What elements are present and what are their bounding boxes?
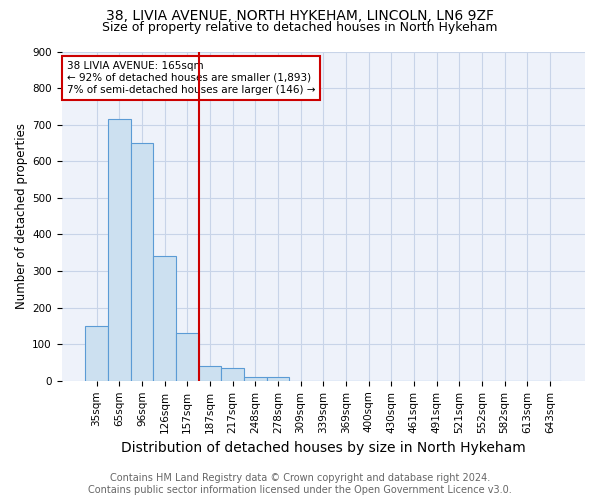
Bar (244, 377, 266, 381)
Bar (266, 377, 289, 381)
Bar (199, 366, 221, 381)
Text: Contains HM Land Registry data © Crown copyright and database right 2024.
Contai: Contains HM Land Registry data © Crown c… (88, 474, 512, 495)
Bar (108, 119, 131, 381)
Bar (131, 143, 153, 381)
Text: Size of property relative to detached houses in North Hykeham: Size of property relative to detached ho… (102, 22, 498, 35)
Bar (221, 368, 244, 381)
Bar (153, 256, 176, 381)
X-axis label: Distribution of detached houses by size in North Hykeham: Distribution of detached houses by size … (121, 441, 526, 455)
Bar (85, 326, 108, 381)
Y-axis label: Number of detached properties: Number of detached properties (15, 123, 28, 309)
Text: 38, LIVIA AVENUE, NORTH HYKEHAM, LINCOLN, LN6 9ZF: 38, LIVIA AVENUE, NORTH HYKEHAM, LINCOLN… (106, 9, 494, 23)
Text: 38 LIVIA AVENUE: 165sqm
← 92% of detached houses are smaller (1,893)
7% of semi-: 38 LIVIA AVENUE: 165sqm ← 92% of detache… (67, 62, 315, 94)
Bar (176, 334, 199, 381)
